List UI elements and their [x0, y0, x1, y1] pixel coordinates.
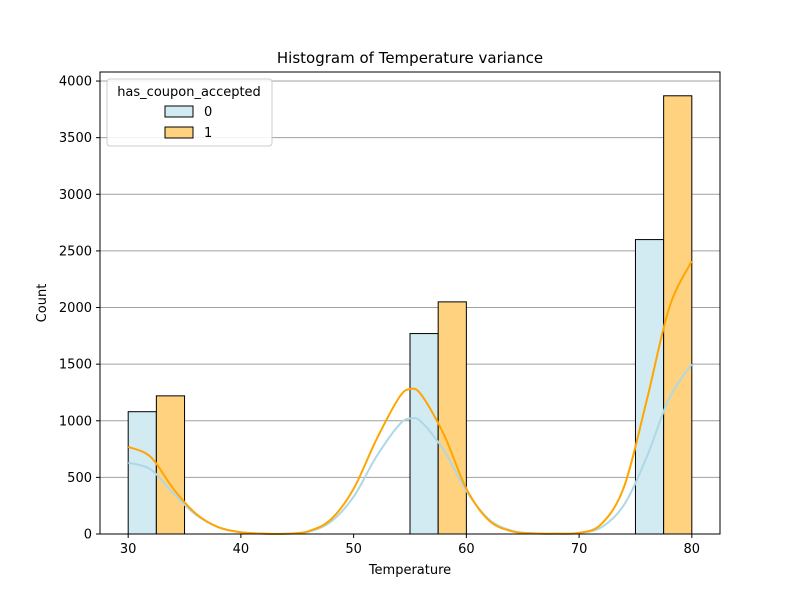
legend-swatch-1: [164, 126, 194, 139]
legend-label-1: 1: [204, 126, 212, 141]
y-tick-label: 2000: [59, 301, 92, 316]
kde-curve-1: [127, 260, 693, 535]
plot-frame: [99, 71, 721, 535]
histogram-bar-0: [127, 411, 157, 535]
x-tick-label: 80: [684, 542, 701, 557]
x-axis-label: Temperature: [368, 563, 451, 578]
kde-curves: [127, 260, 693, 535]
x-tick-label: 60: [458, 542, 475, 557]
x-tick-label: 30: [120, 542, 137, 557]
y-tick-label: 0: [84, 528, 92, 543]
legend-swatch-0: [164, 105, 194, 118]
y-tick-label: 3000: [59, 188, 92, 203]
y-axis-label: Count: [35, 284, 50, 323]
chart-title: Histogram of Temperature variance: [277, 49, 543, 67]
y-tick-label: 4000: [59, 75, 92, 90]
legend-title: has_coupon_accepted: [117, 85, 261, 100]
y-tick-label: 3500: [59, 131, 92, 146]
grid-lines: [100, 80, 720, 535]
x-tick-label: 70: [571, 542, 588, 557]
histogram-bar-1: [437, 301, 467, 535]
histogram-bar-1: [155, 395, 186, 535]
legend: has_coupon_accepted 0 1: [106, 78, 273, 147]
legend-label-0: 0: [204, 105, 212, 120]
y-tick-label: 500: [67, 471, 92, 486]
histogram-bar-0: [409, 333, 439, 535]
bars: [127, 95, 693, 535]
x-tick-label: 50: [345, 542, 362, 557]
y-tick-label: 1500: [59, 358, 92, 373]
y-tick-label: 2500: [59, 244, 92, 259]
x-tick-label: 40: [233, 542, 250, 557]
y-axis-ticks: 0 500 1000 1500 2000 2500 3000 3500 4000: [59, 75, 100, 543]
y-tick-label: 1000: [59, 414, 92, 429]
x-axis-ticks: 30 40 50 60 70 80: [120, 534, 700, 557]
